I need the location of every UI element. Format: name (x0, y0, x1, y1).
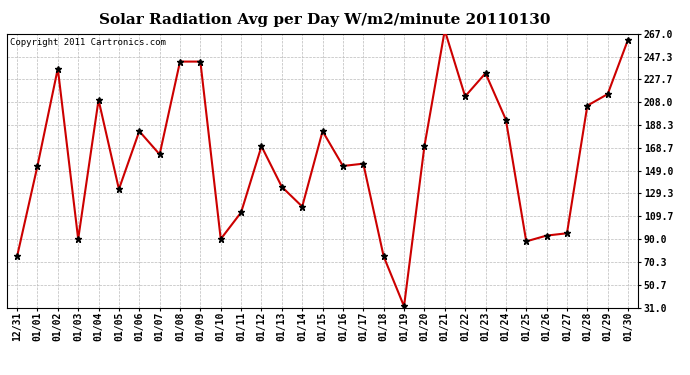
Text: Copyright 2011 Cartronics.com: Copyright 2011 Cartronics.com (10, 38, 166, 47)
Text: Solar Radiation Avg per Day W/m2/minute 20110130: Solar Radiation Avg per Day W/m2/minute … (99, 13, 550, 27)
